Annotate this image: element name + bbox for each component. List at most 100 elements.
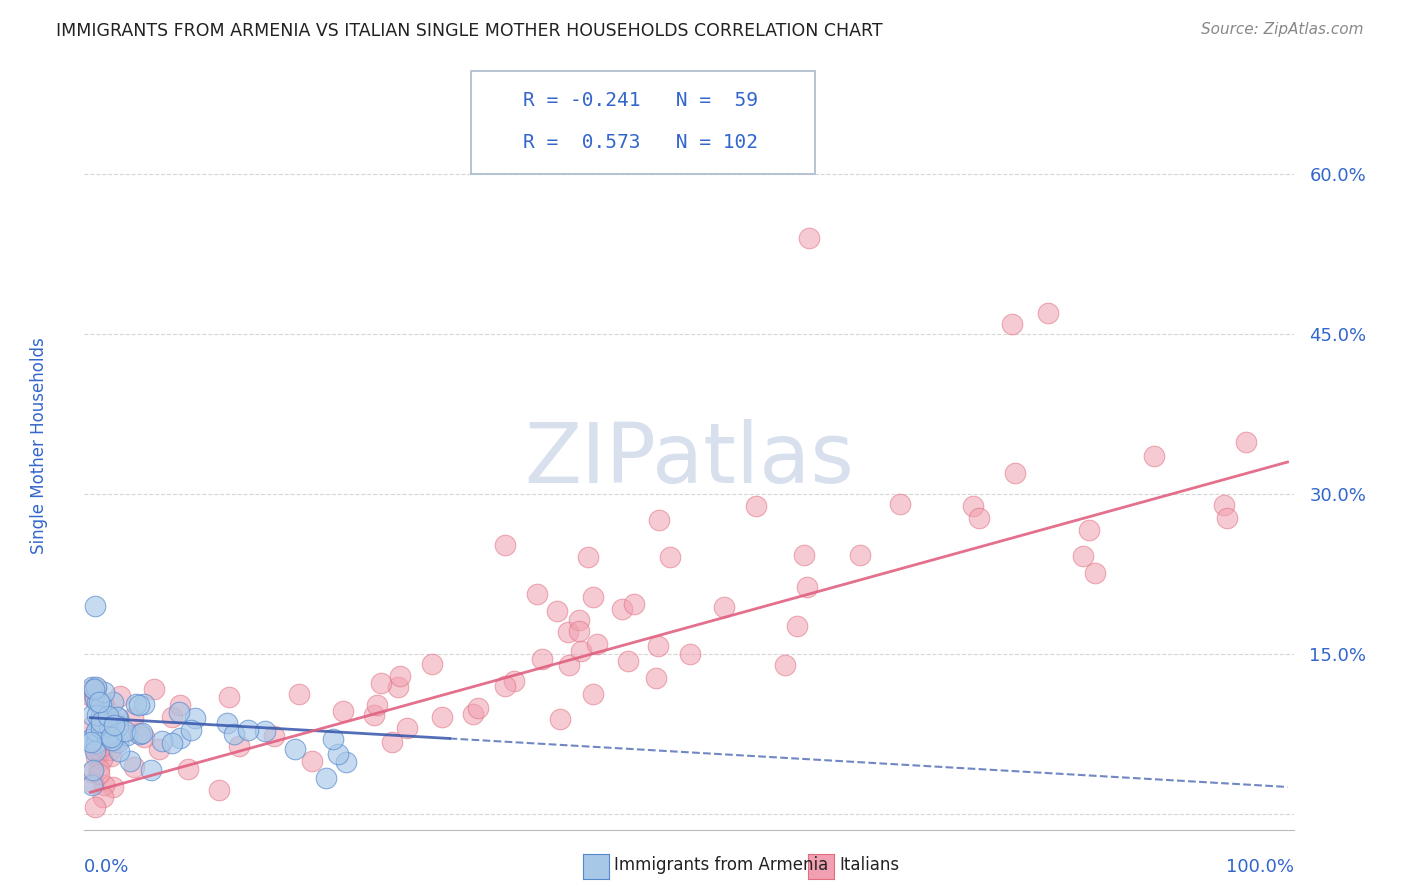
Point	[381, 735, 404, 749]
Point	[104, 734, 127, 748]
Point	[745, 500, 768, 514]
Point	[288, 688, 311, 702]
Point	[526, 587, 548, 601]
Point	[679, 648, 702, 662]
Point	[97, 719, 120, 733]
Point	[127, 726, 149, 740]
Point	[91, 733, 114, 747]
Point	[388, 669, 411, 683]
Point	[568, 613, 591, 627]
Point	[108, 689, 131, 703]
Point	[773, 658, 796, 673]
Point	[236, 723, 259, 738]
Point	[217, 716, 239, 731]
Point	[467, 701, 489, 715]
Point	[797, 231, 820, 245]
Point	[90, 752, 112, 766]
Point	[326, 747, 349, 762]
Point	[283, 742, 305, 756]
Point	[82, 778, 104, 792]
Point	[83, 688, 105, 702]
Point	[713, 599, 735, 614]
Point	[118, 754, 141, 768]
Point	[128, 698, 150, 712]
Point	[502, 673, 524, 688]
Point	[87, 762, 110, 776]
Point	[967, 510, 990, 524]
Point	[93, 699, 115, 714]
Point	[128, 727, 150, 741]
Point	[83, 681, 105, 696]
Point	[115, 728, 138, 742]
Point	[87, 746, 110, 760]
Point	[546, 604, 568, 618]
Point	[1078, 523, 1101, 537]
Point	[84, 750, 107, 764]
Point	[571, 644, 593, 658]
Point	[96, 728, 118, 742]
Point	[134, 730, 156, 744]
Point	[82, 708, 104, 723]
Point	[93, 778, 115, 792]
Point	[793, 548, 815, 562]
Point	[84, 691, 107, 706]
Text: 100.0%: 100.0%	[1226, 858, 1294, 876]
Point	[86, 695, 108, 709]
Text: 0.0%: 0.0%	[84, 858, 129, 876]
Point	[86, 681, 108, 696]
Text: R = -0.241   N =  59: R = -0.241 N = 59	[523, 91, 758, 111]
Point	[617, 654, 640, 668]
Point	[218, 690, 240, 704]
Point	[101, 695, 124, 709]
Point	[107, 711, 129, 725]
Point	[125, 697, 148, 711]
Point	[160, 710, 183, 724]
Point	[1001, 317, 1024, 331]
Point	[84, 741, 107, 756]
Point	[80, 690, 103, 705]
Point	[889, 497, 911, 511]
Point	[91, 789, 114, 804]
Point	[107, 716, 129, 731]
Point	[228, 739, 250, 753]
Point	[80, 680, 103, 694]
Point	[1143, 449, 1166, 463]
Point	[143, 681, 166, 696]
Point	[301, 754, 323, 768]
Point	[103, 780, 125, 794]
Point	[80, 719, 103, 733]
Point	[366, 698, 388, 712]
Point	[585, 637, 607, 651]
Point	[610, 601, 633, 615]
Point	[463, 706, 485, 721]
Point	[1004, 466, 1026, 480]
Point	[84, 727, 107, 741]
Point	[557, 624, 579, 639]
Point	[90, 714, 112, 729]
Point	[97, 709, 120, 723]
Point	[114, 724, 136, 739]
Point	[131, 726, 153, 740]
Point	[96, 729, 118, 743]
Point	[107, 735, 129, 749]
Point	[494, 680, 516, 694]
Point	[169, 731, 191, 745]
Text: Single Mother Households: Single Mother Households	[31, 338, 48, 554]
Point	[107, 719, 129, 733]
Point	[658, 549, 681, 564]
Point	[1036, 306, 1059, 320]
Point	[90, 721, 112, 735]
Point	[387, 680, 409, 694]
Point	[150, 734, 173, 748]
Point	[100, 730, 122, 744]
Point	[224, 726, 246, 740]
Point	[420, 657, 443, 671]
Point	[786, 618, 808, 632]
Point	[332, 704, 354, 718]
Point	[184, 711, 207, 725]
Point	[80, 682, 103, 697]
Point	[91, 739, 114, 753]
Point	[83, 799, 105, 814]
Point	[581, 687, 603, 701]
Point	[90, 709, 112, 723]
